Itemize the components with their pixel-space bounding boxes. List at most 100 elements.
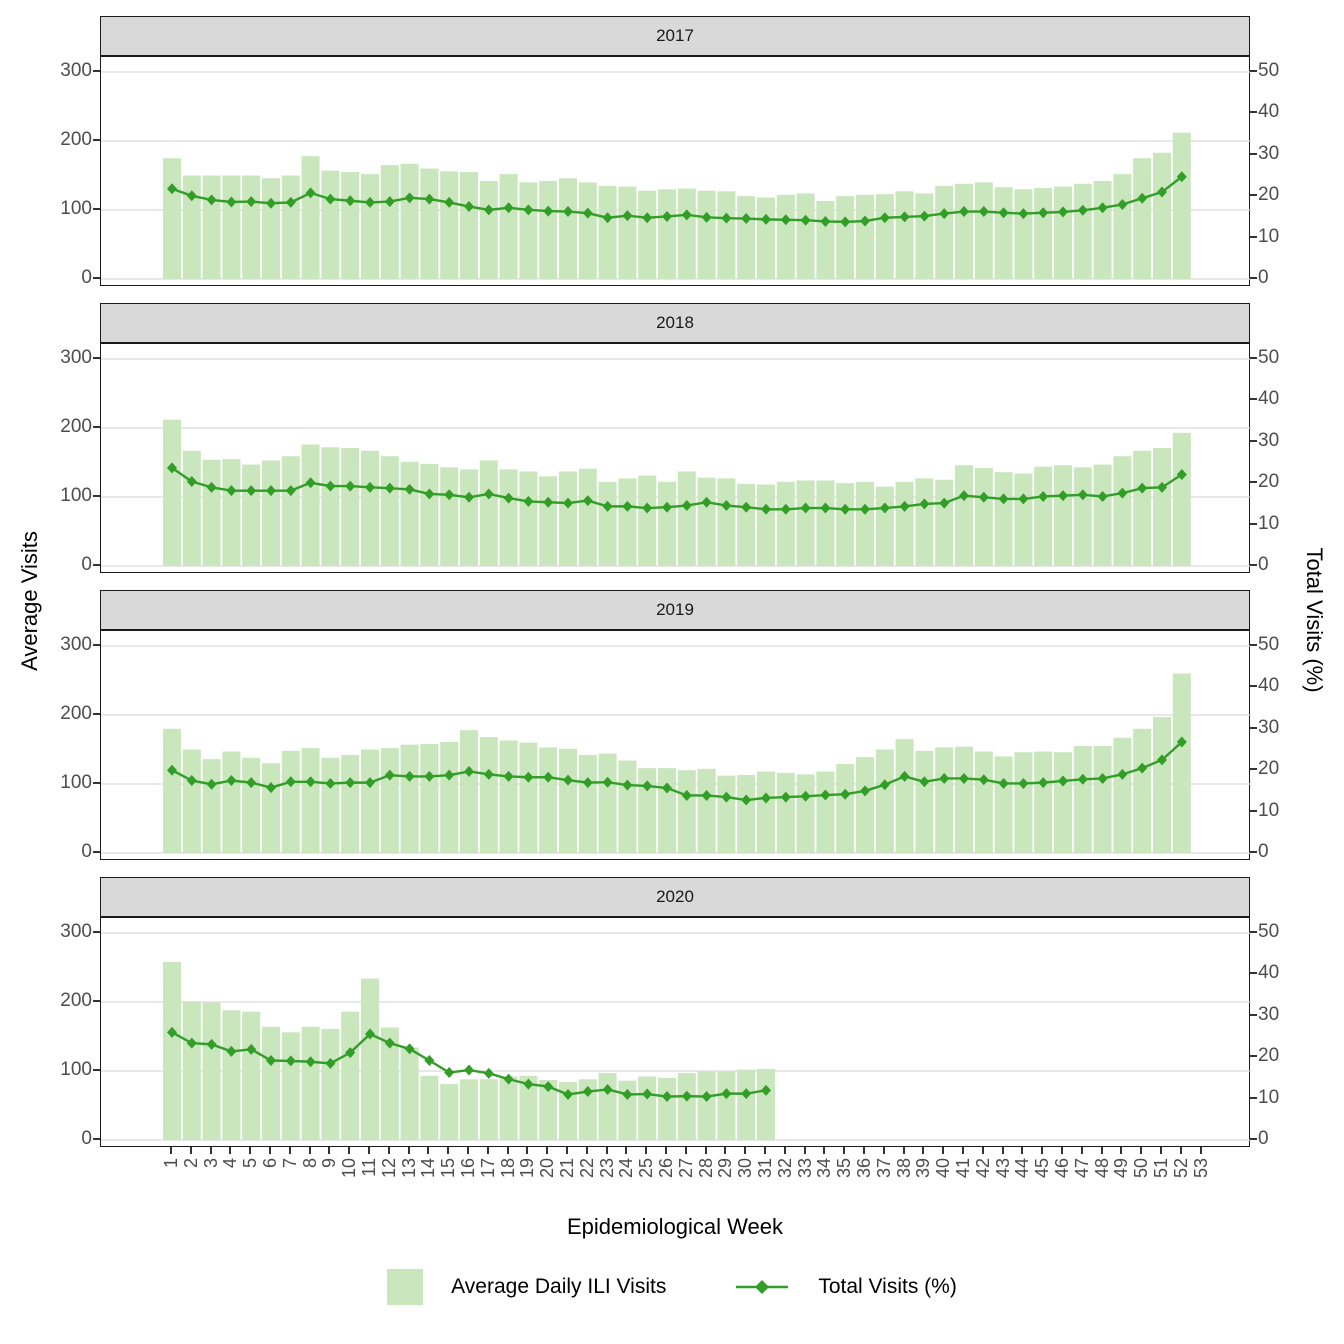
x-tick-label: 4 [220, 1158, 241, 1169]
bar [1172, 132, 1191, 279]
x-tick-label: 51 [1151, 1158, 1171, 1179]
total-visits-point [266, 485, 276, 497]
total-visits-point [642, 212, 653, 224]
left-tick-mark [93, 644, 100, 646]
bar [460, 469, 478, 566]
total-visits-point [721, 212, 732, 224]
x-tick-mark [863, 1147, 865, 1154]
bar [301, 156, 320, 279]
total-visits-point [721, 1088, 732, 1100]
total-visits-point [384, 196, 395, 208]
total-visits-point [563, 1088, 573, 1100]
legend-line-label: Total Visits (%) [818, 1275, 957, 1298]
total-visits-point [662, 782, 672, 794]
facet-strip-2020: 2020 [100, 877, 1250, 917]
total-visits-point [365, 1028, 375, 1040]
x-tick-mark [566, 1147, 568, 1154]
bar [539, 747, 558, 853]
total-visits-point [226, 775, 237, 787]
bar [321, 757, 340, 853]
right-tick-mark [1250, 398, 1257, 401]
x-tick-label: 50 [1131, 1158, 1152, 1179]
x-tick-mark [308, 1147, 311, 1154]
total-visits-point [563, 497, 573, 509]
x-tick-label: 22 [576, 1158, 597, 1179]
x-tick-mark [1199, 1147, 1202, 1154]
x-tick-mark [229, 1147, 232, 1154]
x-tick-label: 52 [1170, 1158, 1191, 1179]
right-tick-mark [1250, 152, 1257, 155]
total-visits-point [978, 491, 989, 503]
total-visits-point [939, 497, 950, 509]
bar [737, 196, 756, 279]
bar [816, 201, 835, 279]
bar [816, 480, 835, 566]
left-tick-label: 300 [60, 347, 92, 368]
total-visits-point [424, 1055, 435, 1067]
right-tick-label: 30 [1258, 429, 1280, 451]
x-tick-mark [1080, 1147, 1083, 1154]
bar [677, 1073, 696, 1140]
total-visits-point [1038, 207, 1049, 219]
total-visits-point [424, 488, 435, 500]
x-tick-label: 1 [161, 1158, 181, 1169]
total-visits-point [543, 1081, 554, 1093]
bar [1093, 181, 1112, 279]
total-visits-point [444, 769, 455, 781]
bar [559, 1082, 577, 1140]
x-tick-label: 14 [418, 1158, 439, 1179]
bar [578, 1079, 597, 1140]
bar [1153, 152, 1171, 279]
points-2019 [167, 736, 1187, 806]
right-tick-mark [1250, 564, 1257, 566]
bar [440, 171, 459, 279]
bars-2017 [163, 132, 1191, 279]
total-visits-point [701, 789, 712, 801]
bar [242, 464, 261, 566]
bar [519, 182, 538, 279]
total-visits-point [919, 210, 930, 222]
x-tick-mark [170, 1147, 172, 1154]
right-tick-label: 10 [1258, 799, 1280, 821]
bar [479, 181, 498, 279]
x-tick-mark [843, 1147, 846, 1154]
total-visits-point [939, 772, 950, 784]
total-visits-point [384, 482, 395, 494]
x-tick-label: 49 [1111, 1158, 1132, 1179]
total-visits-point [285, 485, 296, 497]
bar [182, 749, 201, 853]
x-tick-label: 20 [537, 1158, 558, 1179]
left-tick-mark [93, 782, 100, 784]
points-2018 [167, 462, 1187, 515]
bar [915, 193, 934, 279]
total-visits-point [1018, 777, 1029, 789]
bar [974, 468, 993, 566]
x-tick-mark [605, 1147, 608, 1154]
total-visits-point [642, 502, 653, 514]
bar [697, 190, 716, 279]
total-visits-point [1018, 208, 1029, 220]
total-visits-point [741, 794, 752, 806]
bar [202, 1002, 221, 1140]
bar [618, 186, 637, 279]
bar [658, 189, 676, 279]
x-tick-mark [1179, 1147, 1182, 1154]
bar [361, 749, 379, 853]
bar [301, 1026, 320, 1140]
bar [776, 481, 795, 566]
bar [638, 475, 657, 566]
total-visits-point [622, 1088, 633, 1100]
bar [1054, 186, 1072, 279]
total-visits-point [523, 771, 534, 783]
right-tick-label: 30 [1258, 1003, 1280, 1025]
bar [321, 170, 340, 279]
bar [460, 172, 478, 279]
total-visits-point [582, 207, 593, 219]
bar [539, 181, 558, 279]
bar [301, 748, 320, 853]
total-visits-line-2017 [171, 175, 1183, 224]
x-tick-mark [348, 1147, 351, 1154]
x-tick-label: 36 [854, 1158, 874, 1179]
x-tick-label: 39 [913, 1158, 934, 1179]
left-tick-mark [93, 357, 100, 359]
